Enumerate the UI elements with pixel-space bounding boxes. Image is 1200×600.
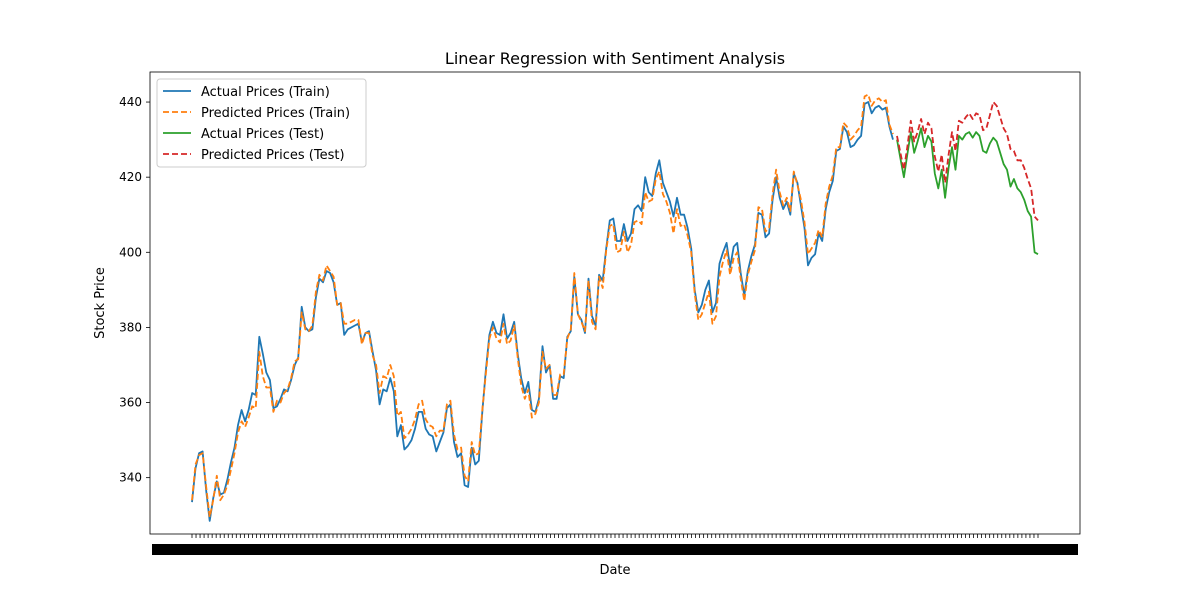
y-tick-label: 340 bbox=[119, 471, 142, 485]
legend: Actual Prices (Train) Predicted Prices (T… bbox=[156, 78, 367, 168]
plot-area-frame bbox=[149, 71, 1081, 535]
y-tick-label: 380 bbox=[119, 320, 142, 334]
series-line-actual-prices-test bbox=[896, 127, 1039, 255]
legend-frame bbox=[156, 78, 367, 168]
x-axis-label: Date bbox=[599, 563, 630, 578]
legend-label: Predicted Prices (Train) bbox=[201, 106, 350, 121]
y-tick-label: 400 bbox=[119, 245, 142, 259]
y-axis-label: Stock Price bbox=[93, 267, 108, 339]
x-axis-ticks bbox=[152, 534, 1078, 555]
y-tick-label: 360 bbox=[119, 396, 142, 410]
chart-title: Linear Regression with Sentiment Analysi… bbox=[445, 49, 785, 68]
y-tick-label: 420 bbox=[119, 170, 142, 184]
legend-label: Actual Prices (Train) bbox=[201, 85, 330, 100]
series-layer bbox=[191, 93, 1039, 522]
legend-label: Predicted Prices (Test) bbox=[201, 148, 345, 163]
legend-label: Actual Prices (Test) bbox=[201, 127, 324, 142]
x-tick-labels-overlap bbox=[152, 544, 1078, 555]
y-axis-ticks: 340 360 380 400 420 440 bbox=[119, 95, 150, 485]
y-tick-label: 440 bbox=[119, 95, 142, 109]
series-line-predicted-prices-test bbox=[896, 101, 1039, 222]
series-line-predicted-prices-train bbox=[191, 93, 894, 518]
